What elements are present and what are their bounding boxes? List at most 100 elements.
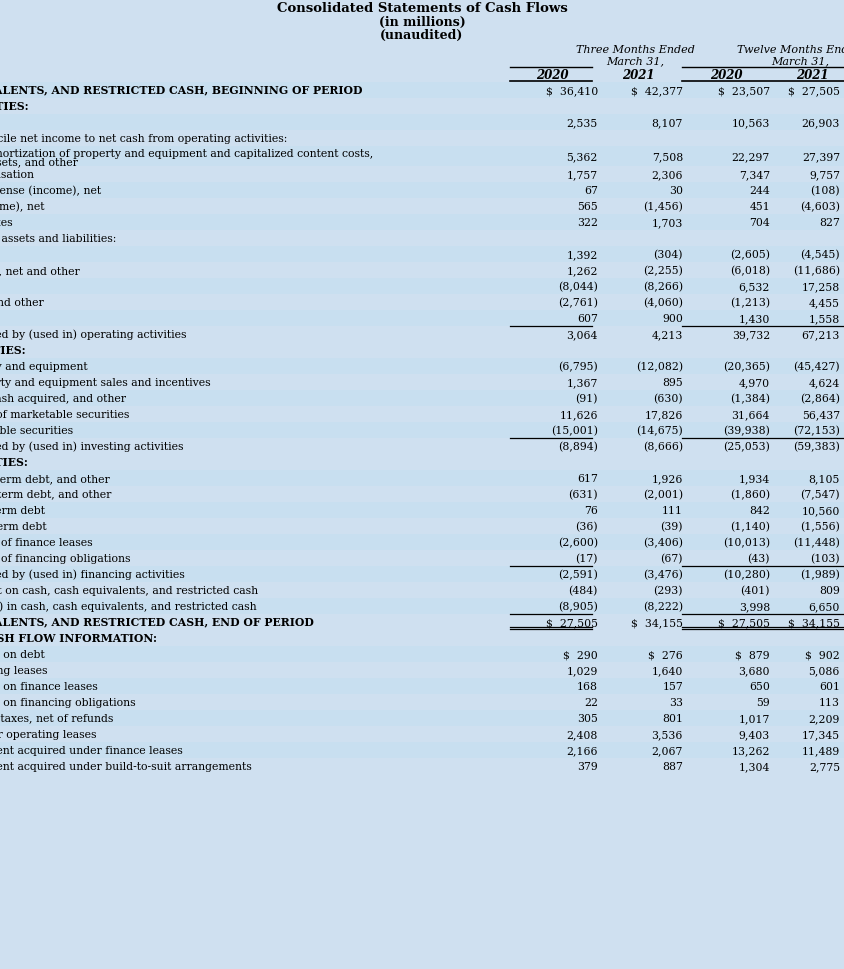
Text: 30: 30 — [668, 186, 682, 196]
Text: 9,757: 9,757 — [808, 170, 839, 180]
Text: 617: 617 — [576, 474, 598, 484]
Text: (8,905): (8,905) — [558, 601, 598, 611]
Text: 27,397: 27,397 — [801, 152, 839, 162]
Text: (10,280): (10,280) — [722, 569, 769, 579]
Text: Proceeds from short-term debt, and other: Proceeds from short-term debt, and other — [0, 474, 110, 484]
Text: (45,427): (45,427) — [793, 361, 839, 372]
Text: Deferred income taxes: Deferred income taxes — [0, 218, 13, 228]
Text: (2,605): (2,605) — [729, 250, 769, 260]
Text: FINANCING ACTIVITIES:: FINANCING ACTIVITIES: — [0, 457, 28, 468]
Text: Net cash provided by (used in) operating activities: Net cash provided by (used in) operating… — [0, 329, 187, 340]
Text: $  34,155: $ 34,155 — [787, 617, 839, 627]
Text: $  27,505: $ 27,505 — [787, 86, 839, 96]
FancyBboxPatch shape — [0, 359, 844, 375]
Text: Accounts receivable, net and other: Accounts receivable, net and other — [0, 266, 79, 276]
FancyBboxPatch shape — [0, 567, 844, 582]
FancyBboxPatch shape — [0, 391, 844, 407]
Text: 67,213: 67,213 — [801, 329, 839, 340]
Text: 451: 451 — [749, 202, 769, 212]
Text: (in millions): (in millions) — [378, 16, 465, 29]
Text: (67): (67) — [660, 553, 682, 564]
Text: Consolidated Statements of Cash Flows: Consolidated Statements of Cash Flows — [276, 2, 566, 15]
Text: (4,603): (4,603) — [799, 202, 839, 212]
Text: OPERATING ACTIVITIES:: OPERATING ACTIVITIES: — [0, 102, 29, 112]
Text: 39,732: 39,732 — [731, 329, 769, 340]
Text: (25,053): (25,053) — [722, 441, 769, 452]
FancyBboxPatch shape — [0, 131, 844, 147]
Text: (1,213): (1,213) — [729, 297, 769, 308]
Text: $  902: $ 902 — [804, 649, 839, 659]
Text: 113: 113 — [818, 698, 839, 707]
FancyBboxPatch shape — [0, 646, 844, 663]
FancyBboxPatch shape — [0, 439, 844, 454]
Text: (12,082): (12,082) — [636, 361, 682, 372]
FancyBboxPatch shape — [0, 678, 844, 694]
Text: 56,437: 56,437 — [801, 410, 839, 420]
FancyBboxPatch shape — [0, 726, 844, 742]
Text: 13,262: 13,262 — [731, 745, 769, 755]
Text: 1,262: 1,262 — [565, 266, 598, 276]
Text: Assets acquired under operating leases: Assets acquired under operating leases — [0, 730, 96, 739]
Text: (4,545): (4,545) — [799, 250, 839, 260]
Text: Cash paid for income taxes, net of refunds: Cash paid for income taxes, net of refun… — [0, 713, 113, 723]
Text: 2,306: 2,306 — [651, 170, 682, 180]
FancyBboxPatch shape — [0, 614, 844, 631]
Text: Adjustments to reconcile net income to net cash from operating activities:: Adjustments to reconcile net income to n… — [0, 134, 287, 143]
Text: Cash paid for interest on debt: Cash paid for interest on debt — [0, 649, 45, 659]
Text: $  34,155: $ 34,155 — [630, 617, 682, 627]
Text: 4,624: 4,624 — [808, 378, 839, 388]
FancyBboxPatch shape — [0, 503, 844, 518]
Text: $  27,505: $ 27,505 — [545, 617, 598, 627]
Text: 9,403: 9,403 — [738, 730, 769, 739]
Text: 33: 33 — [668, 698, 682, 707]
Text: Changes in operating assets and liabilities:: Changes in operating assets and liabilit… — [0, 234, 116, 244]
Text: 2020: 2020 — [535, 69, 567, 82]
Text: (39,938): (39,938) — [722, 425, 769, 436]
Text: 76: 76 — [583, 506, 598, 516]
Text: Cash paid for interest on financing obligations: Cash paid for interest on financing obli… — [0, 698, 136, 707]
FancyBboxPatch shape — [0, 550, 844, 567]
Text: 1,017: 1,017 — [738, 713, 769, 723]
FancyBboxPatch shape — [0, 631, 844, 646]
Text: 6,650: 6,650 — [808, 602, 839, 611]
FancyBboxPatch shape — [0, 471, 844, 486]
FancyBboxPatch shape — [0, 279, 844, 295]
Text: (8,666): (8,666) — [642, 441, 682, 452]
Text: 17,826: 17,826 — [644, 410, 682, 420]
Text: 3,064: 3,064 — [566, 329, 598, 340]
Text: 8,107: 8,107 — [651, 118, 682, 128]
Text: 11,626: 11,626 — [559, 410, 598, 420]
FancyBboxPatch shape — [0, 694, 844, 710]
Text: 2020: 2020 — [709, 69, 741, 82]
Text: (1,140): (1,140) — [729, 521, 769, 532]
Text: 11,489: 11,489 — [801, 745, 839, 755]
FancyBboxPatch shape — [0, 710, 844, 726]
FancyBboxPatch shape — [0, 263, 844, 279]
Text: 565: 565 — [576, 202, 598, 212]
Text: Other expense (income), net: Other expense (income), net — [0, 202, 45, 212]
Text: 67: 67 — [583, 186, 598, 196]
Text: (11,448): (11,448) — [793, 537, 839, 547]
Text: 322: 322 — [576, 218, 598, 228]
Text: 900: 900 — [662, 314, 682, 324]
Text: (631): (631) — [568, 489, 598, 500]
Text: $  290: $ 290 — [563, 649, 598, 659]
Text: CASH, CASH EQUIVALENTS, AND RESTRICTED CASH, END OF PERIOD: CASH, CASH EQUIVALENTS, AND RESTRICTED C… — [0, 617, 313, 628]
Text: 8,105: 8,105 — [808, 474, 839, 484]
Text: 1,430: 1,430 — [738, 314, 769, 324]
FancyBboxPatch shape — [0, 199, 844, 215]
Text: (401): (401) — [739, 585, 769, 596]
Text: 22: 22 — [583, 698, 598, 707]
FancyBboxPatch shape — [0, 758, 844, 774]
Text: 650: 650 — [749, 681, 769, 691]
Text: (304): (304) — [652, 250, 682, 260]
Text: (108): (108) — [809, 186, 839, 196]
Text: Proceeds from property and equipment sales and incentives: Proceeds from property and equipment sal… — [0, 378, 210, 388]
Text: Repayments of short-term debt, and other: Repayments of short-term debt, and other — [0, 489, 111, 499]
FancyBboxPatch shape — [0, 407, 844, 422]
Text: Acquisitions, net of cash acquired, and other: Acquisitions, net of cash acquired, and … — [0, 393, 126, 403]
Text: 379: 379 — [576, 762, 598, 771]
Text: Property and equipment acquired under build-to-suit arrangements: Property and equipment acquired under bu… — [0, 762, 252, 771]
FancyBboxPatch shape — [0, 582, 844, 599]
FancyBboxPatch shape — [0, 486, 844, 503]
